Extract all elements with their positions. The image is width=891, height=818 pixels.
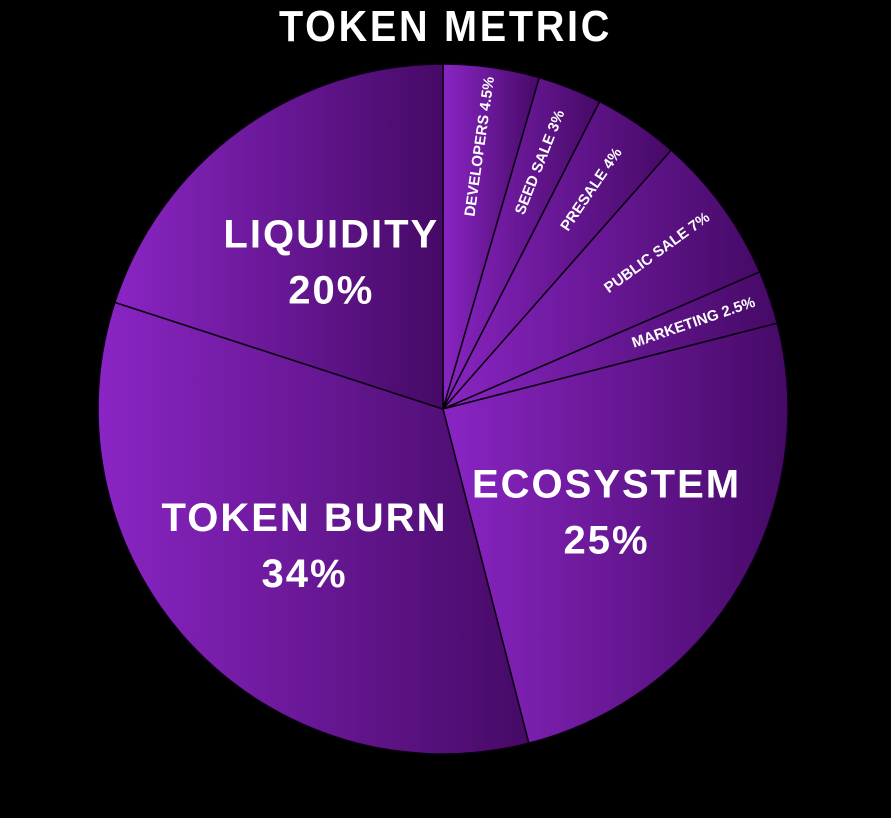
slice-label-liquidity: LIQUIDITY bbox=[223, 212, 439, 256]
slice-value-liquidity: 20% bbox=[288, 268, 374, 312]
slice-value-ecosystem: 25% bbox=[564, 519, 650, 563]
slice-value-token-burn: 34% bbox=[261, 552, 347, 596]
pie-slice-ecosystem bbox=[442, 322, 789, 745]
pie-slice-public-sale bbox=[442, 149, 761, 410]
chart-title: TOKEN METRIC bbox=[278, 2, 613, 51]
pie-slice-token-burn bbox=[97, 301, 530, 755]
slices-layer bbox=[97, 63, 789, 755]
slice-label-ecosystem: ECOSYSTEM bbox=[472, 463, 741, 507]
pie-slice-liquidity bbox=[113, 63, 444, 411]
slice-label-token-burn: TOKEN BURN bbox=[162, 496, 448, 540]
